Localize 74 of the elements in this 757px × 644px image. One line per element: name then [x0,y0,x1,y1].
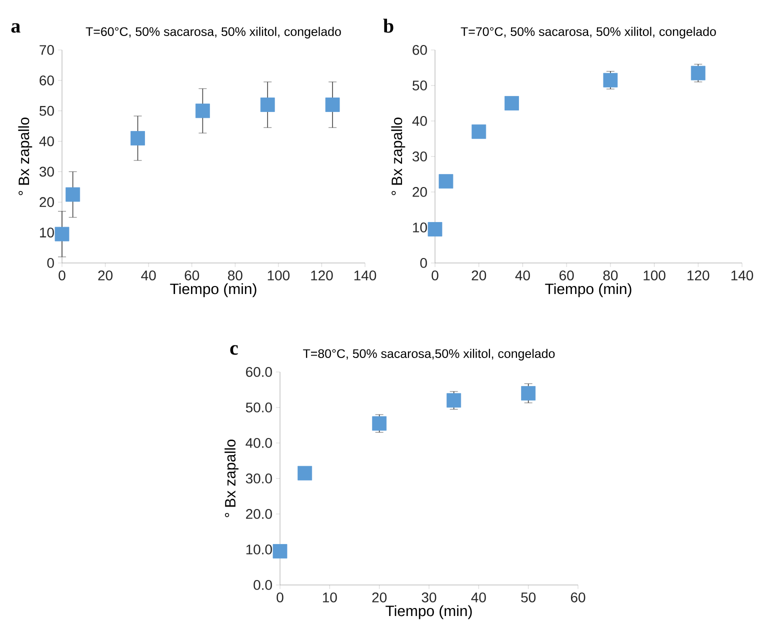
x-axis-title: Tiempo (min) [170,283,256,298]
y-tick-label: 60 [412,45,427,55]
x-axis-title: Tiempo (min) [545,283,632,298]
point [54,226,70,242]
x-tick-label: 0 [58,270,66,280]
point [372,416,387,431]
y-tick-label: 70 [40,45,54,55]
y-tick-label: 30 [412,152,427,162]
y-tick-label: 60 [40,75,54,86]
point [438,174,454,189]
y-tick-label: 0 [47,258,54,268]
y-tick-label: 10 [413,222,427,232]
y-tick-label: 20 [40,197,54,208]
y-tick-label: 20.0 [246,509,272,519]
y-tick-label: 0 [420,258,427,268]
y-tick-label: 40 [39,136,54,146]
point [446,393,462,408]
chart-title: T=70°C, 50% sacarosa, 50% xilitol, congelado [460,26,716,38]
x-tick-label: 140 [354,270,376,280]
y-tick-label: 30.0 [246,474,272,484]
x-axis-title: Tiempo (min) [386,605,472,620]
y-tick-label: 50 [40,106,54,116]
chart-title: T=60°C, 50% sacarosa, 50% xilitol, congelado [86,26,341,38]
x-tick-label: 60 [560,270,574,280]
x-tick-label: 40 [471,592,486,602]
y-tick-label: 10 [40,228,54,238]
text: b [383,18,394,33]
y-tick-label: 10.0 [246,544,272,554]
y-axis-title: ° Bx zapallo [224,440,238,518]
point [325,98,340,112]
y-tick-label: 0.0 [254,580,272,590]
x-tick-label: 20 [472,270,486,280]
x-tick-label: 60 [184,270,200,280]
text: a [11,23,20,33]
y-tick-label: 50.0 [246,402,272,412]
y-tick-label: 30 [40,166,54,177]
x-tick-label: 120 [311,270,333,280]
point [690,66,706,80]
x-tick-label: 30 [422,592,436,602]
x-tick-label: 10 [322,592,337,602]
point [130,131,145,146]
point [428,222,442,236]
y-tick-label: 40.0 [246,438,272,448]
point [472,124,486,139]
text: c [230,345,238,355]
x-tick-label: 80 [603,270,618,280]
y-tick-label: 50 [412,80,427,90]
point [66,187,80,202]
y-tick-label: 60.0 [246,367,272,377]
x-tick-label: 140 [731,270,754,280]
y-tick-label: 20 [412,187,427,197]
point [504,96,519,110]
point [603,72,618,88]
y-axis-title: ° Bx zapallo [18,118,32,196]
x-tick-label: 20 [372,592,387,602]
point [272,544,288,558]
x-tick-label: 80 [228,270,242,280]
x-tick-label: 100 [644,270,666,280]
y-axis-title: ° Bx zapallo [391,118,406,196]
point [521,386,536,400]
chart-title: T=80°C, 50% sacarosa,50% xilitol, congelado [303,348,555,360]
x-tick-label: 20 [98,270,113,280]
x-tick-label: 0 [432,270,438,280]
y-tick-label: 40 [412,116,427,126]
x-tick-label: 50 [521,592,536,602]
point [260,98,275,112]
point [298,466,312,480]
point [195,104,210,118]
x-tick-label: 100 [268,270,290,280]
x-tick-label: 40 [141,270,156,280]
x-tick-label: 40 [515,270,530,280]
x-tick-label: 60 [570,592,586,602]
x-tick-label: 120 [688,270,710,280]
x-tick-label: 0 [276,592,284,602]
